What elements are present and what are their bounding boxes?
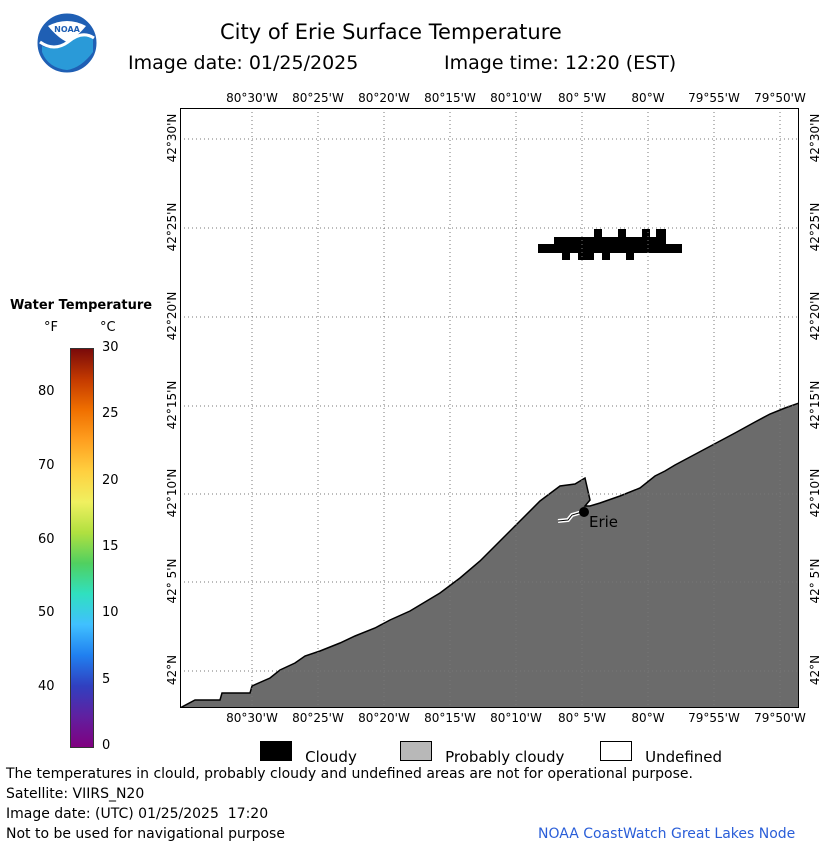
legend-probably-cloudy: Probably cloudy xyxy=(400,740,564,766)
color-scale-bar xyxy=(70,348,94,748)
nav-warning-text: Not to be used for navigational purpose xyxy=(6,826,285,842)
longitude-label: 80°25'W xyxy=(292,91,344,105)
map-border xyxy=(180,108,799,708)
unit-fahrenheit: °F xyxy=(44,320,58,335)
longitude-label: 80°10'W xyxy=(490,91,542,105)
coastwatch-credit: NOAA CoastWatch Great Lakes Node xyxy=(538,826,796,842)
latitude-label: 42°20'N xyxy=(808,291,822,341)
probably-cloudy-label: Probably cloudy xyxy=(445,747,565,766)
celsius-tick-label: 15 xyxy=(102,539,119,554)
longitude-label: 80°15'W xyxy=(424,91,476,105)
celsius-tick-label: 0 xyxy=(102,738,111,753)
latitude-label: 42°20'N xyxy=(165,291,179,341)
longitude-label: 80°20'W xyxy=(358,711,410,725)
celsius-tick-label: 5 xyxy=(102,671,111,687)
longitude-label: 80° 5'W xyxy=(558,711,606,725)
longitude-label: 80°10'W xyxy=(490,711,542,725)
latitude-label: 42° 5'N xyxy=(808,558,822,604)
noaa-logo: NOAA xyxy=(36,12,98,74)
land-area xyxy=(179,401,800,709)
longitude-label: 79°55'W xyxy=(688,91,740,105)
cloudy-label: Cloudy xyxy=(305,747,357,766)
erie-city-label: Erie xyxy=(589,513,619,531)
latitude-label: 42°15'N xyxy=(165,380,179,430)
utc-date-text: Image date: (UTC) 01/25/2025 17:20 xyxy=(6,806,269,822)
latitude-label: 42°25'N xyxy=(808,202,822,252)
image-date: Image date: 01/25/2025 xyxy=(128,52,359,74)
noaa-logo-text: NOAA xyxy=(54,25,80,34)
longitude-label: 79°55'W xyxy=(688,711,740,725)
fahrenheit-tick-label: 40 xyxy=(38,679,55,695)
undefined-label: Undefined xyxy=(645,747,723,766)
fahrenheit-tick-label: 70 xyxy=(38,457,55,473)
latitude-label: 42°10'N xyxy=(165,468,179,518)
map-panel xyxy=(177,108,800,709)
longitude-label: 80°20'W xyxy=(358,91,410,105)
longitude-label: 80°30'W xyxy=(226,711,278,725)
longitude-label: 80°25'W xyxy=(292,711,344,725)
celsius-tick-label: 10 xyxy=(102,605,119,621)
longitude-label: 79°50'W xyxy=(754,91,806,105)
fahrenheit-tick-label: 80 xyxy=(38,384,55,400)
longitude-label: 80°W xyxy=(631,91,665,105)
erie-city-marker xyxy=(579,507,589,517)
latitude-label: 42°15'N xyxy=(808,380,822,430)
longitude-label: 80°30'W xyxy=(226,91,278,105)
latitude-label: 42° 5'N xyxy=(165,558,179,604)
legend-cloudy: Cloudy xyxy=(260,740,357,766)
cloudy-swatch xyxy=(260,740,292,761)
color-scale-title: Water Temperature xyxy=(10,298,153,313)
celsius-tick-label: 20 xyxy=(102,472,119,488)
longitude-label: 80°W xyxy=(631,711,665,725)
latitude-label: 42°N xyxy=(808,654,822,686)
latitude-label: 42°30'N xyxy=(808,113,822,163)
latitude-label: 42°10'N xyxy=(808,468,822,518)
disclaimer-text: The temperatures in clould, probably clo… xyxy=(6,766,693,782)
satellite-text: Satellite: VIIRS_N20 xyxy=(6,786,145,802)
lat-lon-grid xyxy=(180,108,799,708)
fahrenheit-tick-label: 50 xyxy=(38,605,55,621)
image-time: Image time: 12:20 (EST) xyxy=(444,52,677,74)
map-canvas xyxy=(177,108,800,709)
latitude-label: 42°30'N xyxy=(165,113,179,163)
latitude-label: 42°25'N xyxy=(165,202,179,252)
fahrenheit-tick-label: 60 xyxy=(38,531,55,547)
longitude-label: 79°50'W xyxy=(754,711,806,725)
celsius-tick-label: 25 xyxy=(102,406,119,422)
longitude-label: 80° 5'W xyxy=(558,91,606,105)
unit-celsius: °C xyxy=(100,320,116,335)
noaa-logo-icon: NOAA xyxy=(36,12,98,74)
cloud-patch xyxy=(538,229,682,260)
latitude-label: 42°N xyxy=(165,654,179,686)
page-title: City of Erie Surface Temperature xyxy=(220,20,562,44)
undefined-swatch xyxy=(600,740,632,761)
legend-undefined: Undefined xyxy=(600,740,722,766)
probably-cloudy-swatch xyxy=(400,740,432,761)
celsius-tick-label: 30 xyxy=(102,340,119,355)
longitude-label: 80°15'W xyxy=(424,711,476,725)
